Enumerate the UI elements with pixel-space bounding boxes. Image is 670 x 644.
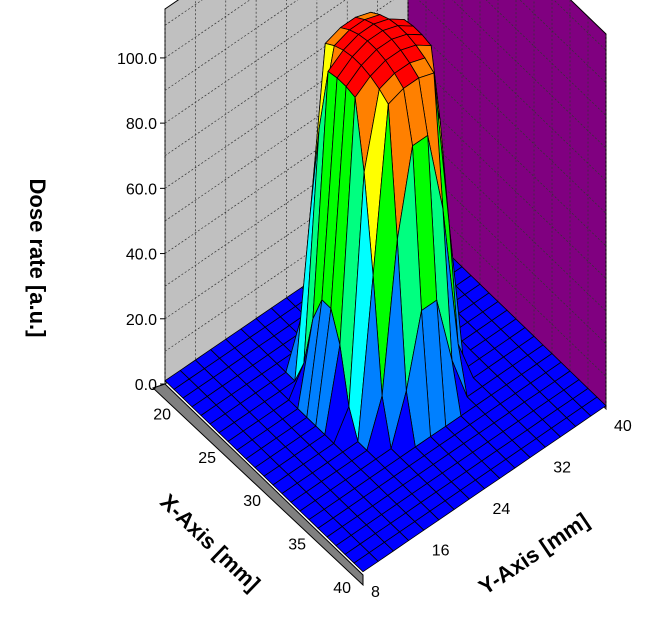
right-wall-gridline bbox=[418, 0, 607, 181]
chart-floor bbox=[152, 383, 364, 587]
left-wall-gridline bbox=[164, 0, 299, 91]
right-wall-gridline bbox=[407, 54, 607, 247]
surface-cell bbox=[353, 552, 379, 573]
z-tick-label: 80.0 bbox=[126, 116, 157, 133]
z-tick-label: 60.0 bbox=[126, 181, 157, 198]
z-tick-label: 40.0 bbox=[126, 247, 157, 264]
right-wall-gridline bbox=[553, 0, 607, 51]
z-axis-label: Dose rate [a.u.] bbox=[25, 179, 50, 338]
x-tick-label: 40 bbox=[333, 580, 351, 597]
tick-labels: 0.0 20.0 40.0 60.0 80.0 100.0 20 25 30 35 40 8 16 24 3… bbox=[117, 51, 632, 601]
y-tick-label: 40 bbox=[614, 418, 632, 435]
x-tick-label: 35 bbox=[288, 537, 306, 554]
right-wall-gridline bbox=[451, 0, 607, 149]
floor-side-strip bbox=[152, 383, 364, 587]
x-tick-label: 20 bbox=[153, 406, 171, 423]
z-tick-label: 20.0 bbox=[126, 312, 157, 329]
y-tick-label: 16 bbox=[432, 543, 450, 560]
x-tick-label: 25 bbox=[198, 450, 216, 467]
surface-plot bbox=[164, 11, 607, 573]
left-wall-gridline bbox=[164, 0, 251, 59]
y-tick-label: 24 bbox=[493, 501, 511, 518]
right-wall-gridline bbox=[407, 22, 607, 214]
y-axis-label: Y-Axis [mm] bbox=[474, 508, 593, 600]
z-tick-label: 100.0 bbox=[117, 51, 157, 68]
z-tick-label: 0.0 bbox=[135, 377, 157, 394]
left-wall-gridline bbox=[164, 0, 346, 124]
right-wall-gridline bbox=[485, 0, 607, 116]
right-wall-gridline bbox=[407, 87, 607, 279]
y-tick-label: 32 bbox=[553, 460, 571, 477]
right-wall-gridline bbox=[519, 0, 607, 84]
y-tick-label: 8 bbox=[371, 584, 380, 601]
x-tick-label: 30 bbox=[243, 493, 261, 510]
